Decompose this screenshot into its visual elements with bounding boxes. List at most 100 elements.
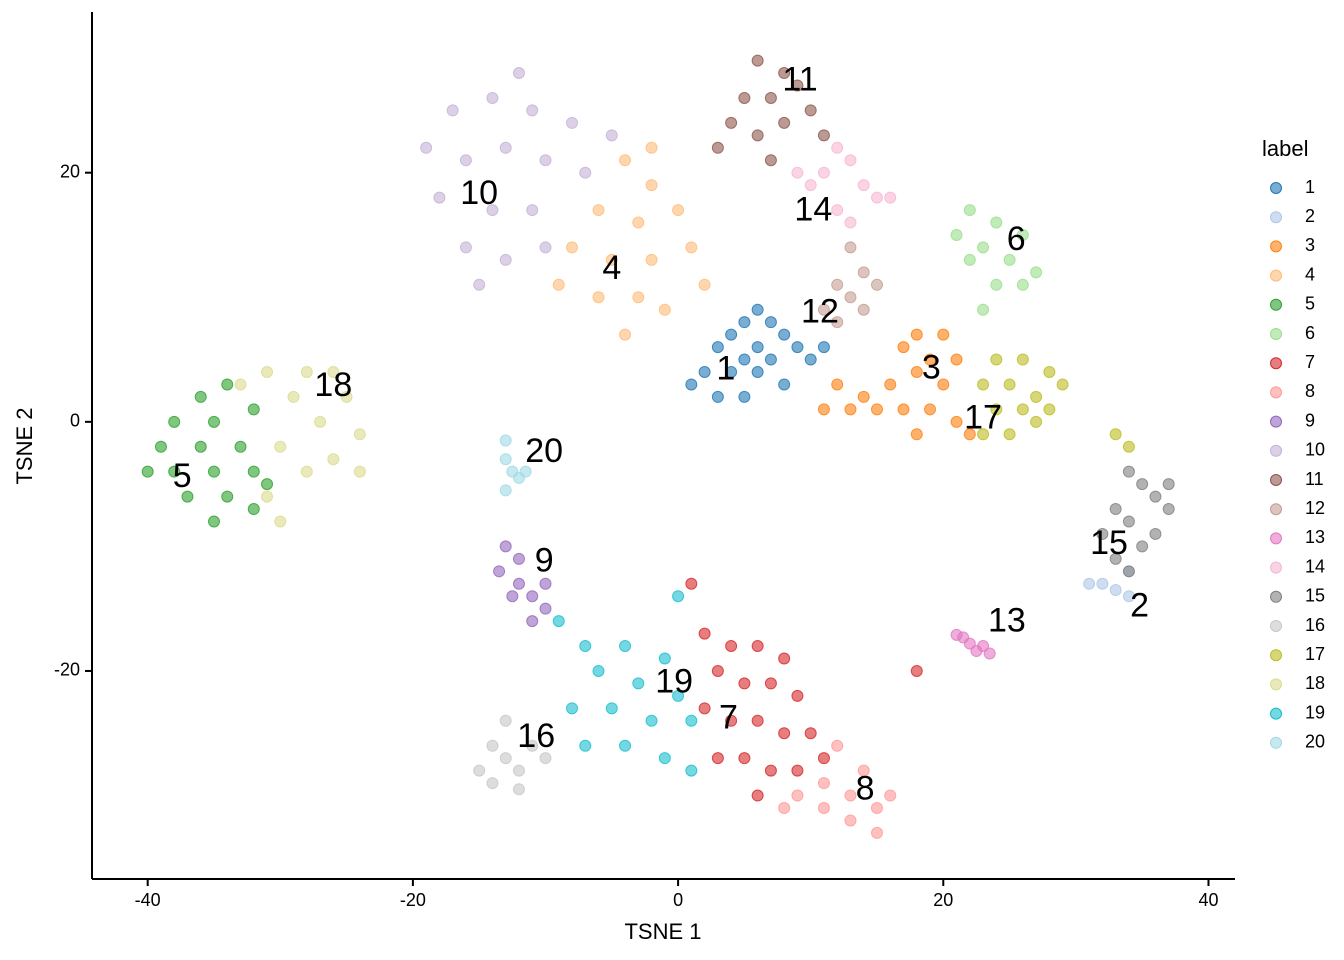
legend-swatch (1270, 590, 1282, 603)
point (499, 253, 512, 266)
point (817, 403, 830, 416)
point (791, 764, 804, 777)
legend-swatch (1270, 269, 1282, 282)
point (844, 291, 857, 304)
point (804, 104, 817, 117)
point (1096, 527, 1109, 540)
point (1162, 503, 1175, 516)
point (632, 291, 645, 304)
point (685, 378, 698, 391)
point (725, 328, 738, 341)
legend-swatch (1270, 474, 1282, 486)
point (1056, 378, 1069, 391)
point (592, 664, 605, 677)
point (1016, 228, 1029, 241)
legend-label: 2 (1305, 206, 1315, 226)
point (327, 453, 340, 466)
point (579, 640, 592, 653)
point (473, 278, 486, 291)
point (261, 478, 274, 491)
point (672, 590, 685, 603)
point (711, 341, 724, 354)
legend-label: 10 (1305, 440, 1325, 460)
point (844, 154, 857, 167)
cluster-label: 9 (535, 542, 554, 580)
point (857, 266, 870, 279)
point (950, 353, 963, 366)
point (234, 378, 247, 391)
x-tick-label: 40 (1198, 890, 1218, 910)
point (791, 166, 804, 179)
point (738, 390, 751, 403)
legend-label: 18 (1305, 673, 1325, 693)
point (897, 403, 910, 416)
point (672, 204, 685, 217)
point (1122, 515, 1135, 528)
point (870, 826, 883, 839)
point (937, 378, 950, 391)
point (539, 154, 552, 167)
point (764, 91, 777, 104)
point (512, 552, 525, 565)
point (632, 216, 645, 229)
point (1043, 403, 1056, 416)
point (473, 764, 486, 777)
point (181, 490, 194, 503)
point (778, 378, 791, 391)
point (791, 689, 804, 702)
point (844, 216, 857, 229)
legend-label: 11 (1305, 469, 1324, 489)
legend-swatch (1270, 532, 1282, 545)
point (884, 191, 897, 204)
point (764, 154, 777, 167)
point (950, 628, 963, 641)
legend-label: 16 (1305, 615, 1325, 635)
legend-label: 19 (1305, 702, 1325, 722)
point (738, 91, 751, 104)
point (685, 764, 698, 777)
point (221, 378, 234, 391)
point (870, 403, 883, 416)
point (645, 253, 658, 266)
point (486, 739, 499, 752)
point (844, 814, 857, 827)
point (539, 577, 552, 590)
point (287, 390, 300, 403)
point (300, 465, 313, 478)
point (791, 789, 804, 802)
point (778, 652, 791, 665)
point (738, 316, 751, 329)
point (791, 79, 804, 92)
point (247, 503, 260, 516)
cluster-label: 1 (716, 350, 735, 388)
point (725, 640, 738, 653)
point (512, 577, 525, 590)
legend-label: 17 (1305, 644, 1325, 664)
point (778, 116, 791, 129)
point (154, 440, 167, 453)
point (910, 664, 923, 677)
point (645, 714, 658, 727)
point (698, 702, 711, 715)
point (207, 515, 220, 528)
point (486, 204, 499, 217)
legend-label: 20 (1305, 732, 1325, 752)
point (711, 141, 724, 154)
point (658, 752, 671, 765)
point (632, 677, 645, 690)
point (990, 278, 1003, 291)
legend-label: 13 (1305, 527, 1325, 547)
point (870, 191, 883, 204)
point (1109, 552, 1122, 565)
point (566, 116, 579, 129)
legend-label: 6 (1305, 323, 1315, 343)
point (433, 191, 446, 204)
point (1109, 428, 1122, 441)
point (1030, 266, 1043, 279)
legend-swatch (1270, 444, 1282, 457)
point (499, 453, 512, 466)
point (963, 253, 976, 266)
legend-swatch (1270, 211, 1282, 224)
point (141, 465, 154, 478)
point (619, 154, 632, 167)
